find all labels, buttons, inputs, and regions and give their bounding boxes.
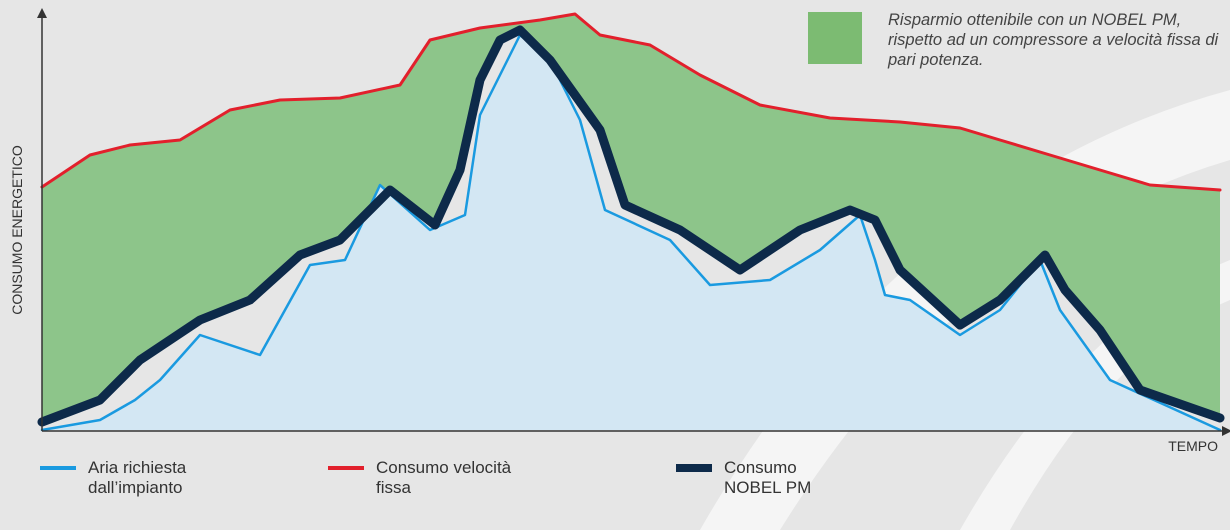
series-line — [40, 33, 1222, 432]
demand-area — [42, 35, 1220, 430]
legend-swatch — [676, 464, 712, 472]
legend-label: Consumo velocità fissa — [376, 458, 512, 497]
legend-label: Aria richiesta dall’impianto — [88, 458, 187, 497]
series-line — [40, 12, 1222, 192]
y-arrow — [37, 8, 47, 18]
annotation-swatch — [808, 12, 862, 64]
legend-swatch — [40, 466, 76, 470]
legend-item: Consumo velocità fissa — [328, 458, 526, 498]
y-label: CONSUMO ENERGETICO — [9, 145, 25, 315]
x-label: TEMPO — [1168, 438, 1218, 454]
savings-area — [42, 14, 1220, 422]
legend-label: Consumo NOBEL PM — [724, 458, 812, 497]
legend-swatch — [328, 466, 364, 470]
annotation: Risparmio ottenibile con un NOBEL PM, ri… — [888, 11, 1219, 69]
legend-item: Aria richiesta dall’impianto — [40, 458, 238, 498]
plot — [37, 12, 1225, 432]
legend-item: Consumo NOBEL PM — [676, 458, 834, 498]
series-line — [37, 25, 1225, 427]
x-arrow — [1222, 426, 1230, 436]
